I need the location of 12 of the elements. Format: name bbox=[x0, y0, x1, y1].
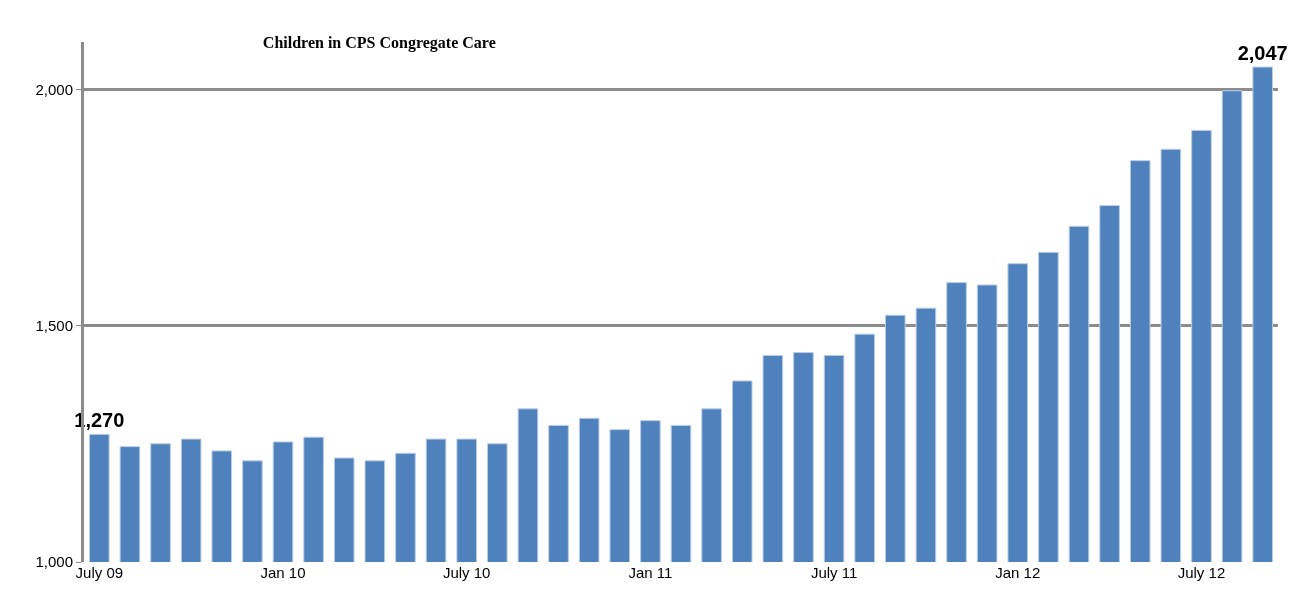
x-tick-label: Jan 10 bbox=[260, 564, 306, 581]
x-tick-label: July 09 bbox=[75, 564, 124, 581]
x-tick-label: Jan 12 bbox=[995, 564, 1041, 581]
x-tick-label: July 12 bbox=[1177, 564, 1226, 581]
chart-title: Children in CPS Congregate Care bbox=[262, 33, 496, 52]
data-label: 2,047 bbox=[1237, 42, 1288, 65]
x-tick-label: July 10 bbox=[442, 564, 491, 581]
y-tick-label: 1,000 bbox=[35, 553, 73, 571]
y-tick-label: 2,000 bbox=[35, 80, 73, 98]
x-tick-label: July 11 bbox=[810, 564, 858, 581]
x-tick-label: Jan 11 bbox=[628, 564, 673, 581]
y-tick-label: 1,500 bbox=[35, 316, 73, 334]
